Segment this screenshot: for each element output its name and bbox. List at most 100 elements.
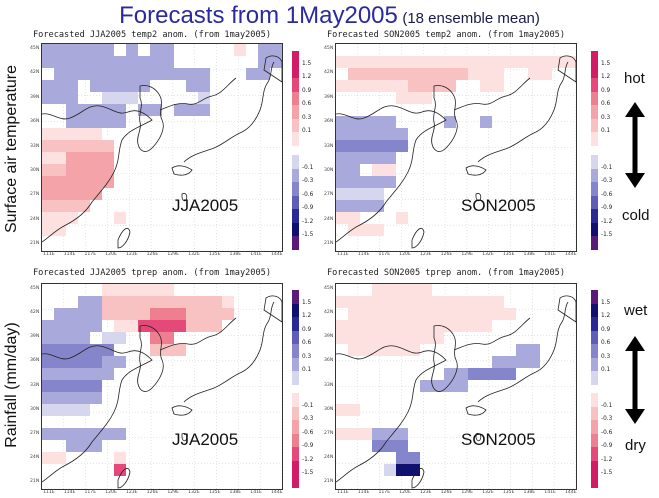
panel4-cell (348, 308, 504, 320)
colorbar-tick-label: -0.6 (302, 191, 314, 198)
colorbar-tick-label: -0.9 (302, 205, 314, 211)
panel1-cell (42, 164, 66, 176)
colorbar-swatch (591, 420, 598, 434)
colorbar-swatch (591, 447, 598, 461)
panel3-cell (150, 344, 186, 356)
lon-tick-label: 135E (502, 490, 515, 495)
lat-tick-label: 33N (324, 382, 334, 388)
lon-tick-label: 129E (461, 490, 474, 495)
lon-tick-label: 123E (419, 252, 432, 257)
lon-tick-label: 144E (271, 252, 283, 257)
colorbar-tick-label: 1.2 (302, 313, 312, 319)
colorbar-tick-label: -0.6 (601, 191, 613, 198)
lat-tick-label: 30N (324, 406, 334, 412)
panel2-cell (348, 224, 384, 236)
panel2-coastline (557, 55, 576, 83)
panel1-coastline (137, 85, 164, 152)
panel2-cell (372, 164, 396, 176)
lon-tick-label: 135E (502, 252, 515, 257)
lat-tick-label: 24N (30, 454, 40, 460)
colorbar-swatch (292, 433, 299, 447)
colorbar-tick-label: 1.2 (601, 74, 611, 80)
colorbar-tick-label: -0.1 (601, 164, 613, 171)
lat-tick-label: 45N (30, 286, 40, 291)
colorbar-tick-label: -0.6 (302, 429, 314, 436)
panel1-cell (42, 80, 78, 104)
panel1-cell (66, 152, 114, 164)
panel1-cell (258, 56, 282, 68)
lon-tick-label: 111E (43, 490, 55, 495)
lon-tick-label: 141E (250, 252, 262, 257)
lat-tick-label: 42N (30, 310, 40, 316)
panel1-cell (42, 176, 114, 188)
colorbar-tick-label: -0.9 (302, 443, 314, 449)
map-svg-jja-rain (42, 284, 282, 489)
colorbar-tick-label: 0.9 (302, 326, 312, 333)
panel4-cell (336, 320, 492, 332)
panel3-cell (42, 392, 102, 404)
colorbar-swatch (292, 182, 299, 196)
panel2-cell (336, 164, 360, 176)
colorbar-tick-label: 1.5 (601, 60, 611, 67)
colorbar-pos (591, 290, 598, 385)
lat-tick-label: 42N (30, 70, 40, 76)
panel4-cell (396, 452, 420, 464)
lon-tick-label: 114E (357, 252, 370, 257)
lon-tick-label: 111E (43, 252, 55, 257)
panel2-cell (444, 116, 456, 128)
panel1-coastline (263, 55, 282, 83)
label-hot: hot (624, 70, 645, 87)
colorbar-tick-label: 1.5 (302, 299, 312, 306)
colorbar-swatch (292, 51, 299, 65)
colorbar-tick-label: 0.3 (302, 114, 312, 121)
panel3-cell (102, 332, 126, 344)
lon-tick-label: 126E (440, 490, 453, 495)
lat-tick-label: 33N (30, 382, 40, 388)
lat-tick-label: 39N (30, 94, 40, 100)
lon-tick-label: 117E (378, 252, 391, 257)
colorbar-swatch (292, 155, 299, 169)
lat-tick-label: 45N (30, 46, 40, 51)
lat-tick-label: 42N (324, 310, 334, 316)
lon-tick-label: 135E (208, 490, 221, 495)
colorbar-swatch (591, 118, 598, 132)
colorbar-tick-label: 0.1 (302, 367, 312, 373)
panel2-coastline (431, 85, 458, 152)
lon-tick-label: 141E (250, 490, 262, 495)
lat-tick-label: 42N (324, 70, 334, 76)
colorbar-swatch (591, 460, 598, 474)
panel3-cell (42, 356, 102, 368)
colorbar-swatch (292, 132, 299, 146)
panel1-coastline (42, 105, 153, 243)
lon-tick-label: 144E (565, 252, 577, 257)
colorbar-swatch (591, 105, 598, 119)
colorbar-swatch (292, 460, 299, 474)
lon-tick-label: 114E (63, 252, 76, 257)
lat-tick-label: 24N (30, 216, 40, 222)
colorbar-tick-label: 1.5 (302, 60, 312, 67)
panel3-cell (42, 368, 114, 380)
panel2-cell (336, 56, 576, 68)
title-sub: (18 ensemble mean) (402, 10, 540, 27)
panel3-coastline (263, 295, 282, 323)
colorbar-tick-label: 0.9 (601, 326, 611, 333)
panel2-cell (528, 68, 552, 80)
panel-title-son-temp: Forecasted SON2005 temp2 anom. (from 1ma… (327, 30, 565, 40)
colorbar-tick-label: 0.1 (601, 128, 611, 134)
panel4-cell (396, 464, 420, 476)
panel1-cell (90, 80, 150, 92)
lon-tick-label: 111E (337, 490, 349, 495)
lat-tick-label: 33N (324, 143, 334, 149)
panel3-cell (222, 296, 234, 308)
lat-tick-label: 21N (30, 241, 40, 246)
colorbar-swatch (591, 222, 598, 236)
lon-tick-label: 117E (84, 490, 97, 495)
season-label-jja-rain: JJA2005 (172, 430, 239, 449)
panel3-cell (150, 332, 174, 344)
panel1-cell (66, 164, 114, 176)
panel4-coastline (411, 467, 425, 489)
colorbar-swatch (591, 433, 598, 447)
panel1-cell (42, 128, 102, 140)
colorbar-swatch (591, 64, 598, 78)
map-svg-son-temp (336, 44, 576, 251)
